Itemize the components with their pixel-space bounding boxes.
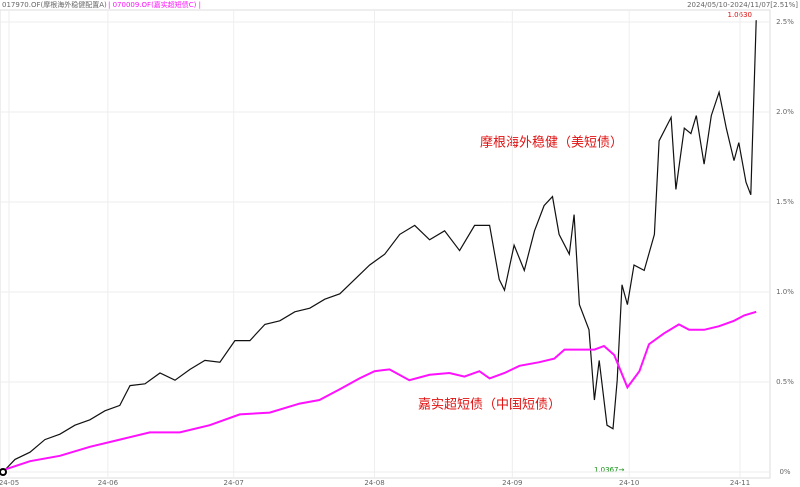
y-tick-label: 1.5% (776, 198, 794, 206)
x-tick-label: 24-11 (730, 479, 750, 487)
start-marker (0, 468, 7, 476)
y-tick-label: 2.0% (776, 108, 794, 116)
x-tick-label: 24-06 (98, 479, 119, 487)
y-tick-label: 0% (779, 468, 790, 476)
min-label: 1.0367→ (594, 466, 624, 474)
series-line (2, 20, 757, 473)
y-tick-label: 0.5% (776, 378, 794, 386)
plot-frame (0, 9, 771, 479)
annotation: 嘉实超短债（中国短债） (418, 398, 561, 413)
x-tick-label: 24-08 (364, 479, 384, 487)
x-tick-label: 24-05 (0, 479, 19, 487)
y-tick-label: 1.0% (776, 288, 794, 296)
annotation: 摩根海外稳健（美短债） (480, 135, 623, 151)
x-tick-label: 24-10 (619, 479, 639, 487)
y-tick-label: 2.5% (776, 18, 794, 26)
series-line (2, 310, 757, 472)
x-tick-label: 24-09 (502, 479, 522, 487)
x-tick-label: 24-07 (224, 479, 244, 487)
header-left-2: | 070009.OF(嘉实超短债C) | (108, 0, 201, 9)
header-right: 2024/05/10-2024/11/07[2.51%] (687, 1, 798, 9)
header-left: 017970.OF(摩根海外稳健配置A) (2, 0, 107, 9)
